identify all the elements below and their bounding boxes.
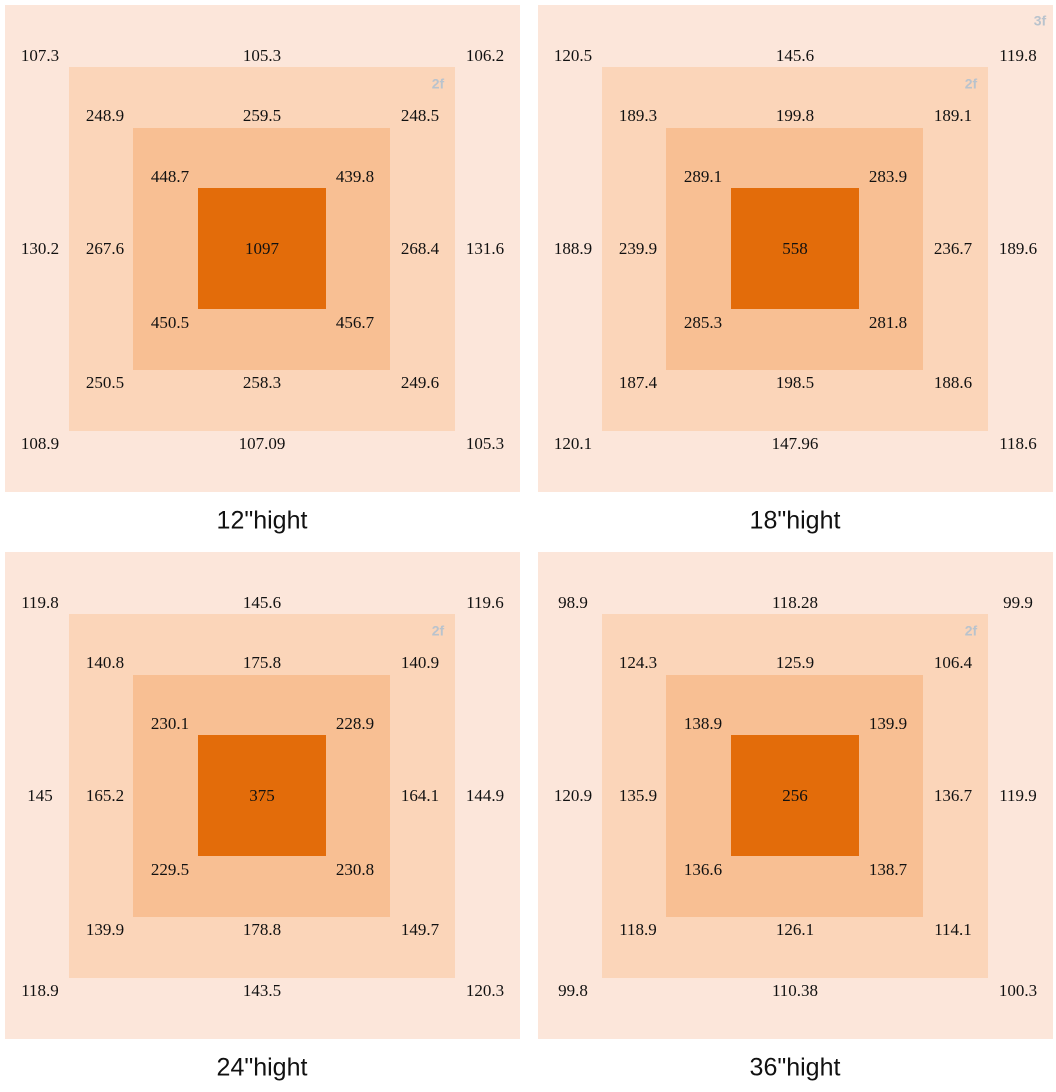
middle-value: 250.5 [86, 373, 124, 392]
floor-label: 2f [965, 623, 978, 639]
outer-value: 118.28 [772, 593, 818, 612]
panel-caption: 24"hight [217, 1054, 308, 1082]
middle-value: 236.7 [934, 239, 973, 258]
outer-value: 120.1 [554, 434, 592, 453]
middle-value: 259.5 [243, 106, 281, 125]
inner-value: 139.9 [869, 714, 907, 733]
panel-caption: 36"hight [750, 1054, 841, 1082]
outer-value: 120.5 [554, 46, 592, 65]
middle-value: 135.9 [619, 786, 657, 805]
middle-value: 178.8 [243, 920, 281, 939]
floor-label: 2f [432, 76, 445, 92]
middle-value: 106.4 [934, 653, 973, 672]
middle-value: 239.9 [619, 239, 657, 258]
middle-value: 139.9 [86, 920, 124, 939]
outer-value: 106.2 [466, 46, 504, 65]
center-value: 375 [249, 786, 275, 805]
outer-value: 100.3 [999, 981, 1037, 1000]
middle-value: 249.6 [401, 373, 439, 392]
inner-value: 285.3 [684, 313, 722, 332]
outer-value: 108.9 [21, 434, 59, 453]
outer-value: 99.8 [558, 981, 588, 1000]
outer-value: 189.6 [999, 239, 1037, 258]
outer-value: 130.2 [21, 239, 59, 258]
middle-value: 268.4 [401, 239, 440, 258]
inner-value: 229.5 [151, 860, 189, 879]
outer-value: 119.8 [999, 46, 1037, 65]
middle-value: 198.5 [776, 373, 814, 392]
middle-value: 188.6 [934, 373, 972, 392]
inner-value: 138.7 [869, 860, 908, 879]
panel-caption: 12"hight [217, 507, 308, 535]
outer-value: 145.6 [243, 593, 281, 612]
middle-value: 175.8 [243, 653, 281, 672]
inner-value: 283.9 [869, 167, 907, 186]
middle-value: 187.4 [619, 373, 658, 392]
outer-value: 143.5 [243, 981, 281, 1000]
outer-value: 107.09 [239, 434, 286, 453]
panel-caption: 18"hight [750, 507, 841, 535]
floor-label: 3f [1034, 13, 1047, 29]
inner-value: 230.1 [151, 714, 189, 733]
inner-value: 138.9 [684, 714, 722, 733]
center-zone [198, 188, 326, 309]
center-value: 1097 [245, 239, 280, 258]
outer-value: 147.96 [772, 434, 819, 453]
middle-value: 118.9 [619, 920, 657, 939]
inner-value: 456.7 [336, 313, 375, 332]
middle-value: 124.3 [619, 653, 657, 672]
middle-value: 248.5 [401, 106, 439, 125]
inner-value: 450.5 [151, 313, 189, 332]
outer-value: 99.9 [1003, 593, 1033, 612]
outer-value: 105.3 [243, 46, 281, 65]
middle-value: 114.1 [934, 920, 972, 939]
middle-value: 140.8 [86, 653, 124, 672]
center-zone [731, 188, 859, 309]
floor-label: 2f [432, 623, 445, 639]
floor-label: 2f [965, 76, 978, 92]
inner-value: 448.7 [151, 167, 190, 186]
middle-value: 267.6 [86, 239, 124, 258]
outer-value: 120.3 [466, 981, 504, 1000]
outer-value: 188.9 [554, 239, 592, 258]
outer-value: 120.9 [554, 786, 592, 805]
inner-value: 289.1 [684, 167, 722, 186]
outer-value: 144.9 [466, 786, 504, 805]
middle-value: 199.8 [776, 106, 814, 125]
inner-value: 230.8 [336, 860, 374, 879]
inner-value: 281.8 [869, 313, 907, 332]
center-value: 256 [782, 786, 808, 805]
middle-value: 189.3 [619, 106, 657, 125]
middle-value: 189.1 [934, 106, 972, 125]
outer-value: 107.3 [21, 46, 59, 65]
center-value: 558 [782, 239, 808, 258]
middle-value: 126.1 [776, 920, 814, 939]
middle-value: 248.9 [86, 106, 124, 125]
middle-value: 136.7 [934, 786, 973, 805]
inner-value: 228.9 [336, 714, 374, 733]
middle-value: 258.3 [243, 373, 281, 392]
outer-value: 145 [27, 786, 53, 805]
outer-value: 119.6 [466, 593, 504, 612]
outer-value: 131.6 [466, 239, 504, 258]
outer-value: 119.9 [999, 786, 1037, 805]
outer-value: 105.3 [466, 434, 504, 453]
outer-value: 110.38 [772, 981, 818, 1000]
outer-value: 119.8 [21, 593, 59, 612]
middle-value: 164.1 [401, 786, 439, 805]
middle-value: 125.9 [776, 653, 814, 672]
middle-value: 140.9 [401, 653, 439, 672]
outer-value: 145.6 [776, 46, 814, 65]
middle-value: 165.2 [86, 786, 124, 805]
outer-value: 98.9 [558, 593, 588, 612]
center-zone [731, 735, 859, 856]
inner-value: 136.6 [684, 860, 722, 879]
center-zone [198, 735, 326, 856]
middle-value: 149.7 [401, 920, 440, 939]
inner-value: 439.8 [336, 167, 374, 186]
outer-value: 118.6 [999, 434, 1037, 453]
outer-value: 118.9 [21, 981, 59, 1000]
